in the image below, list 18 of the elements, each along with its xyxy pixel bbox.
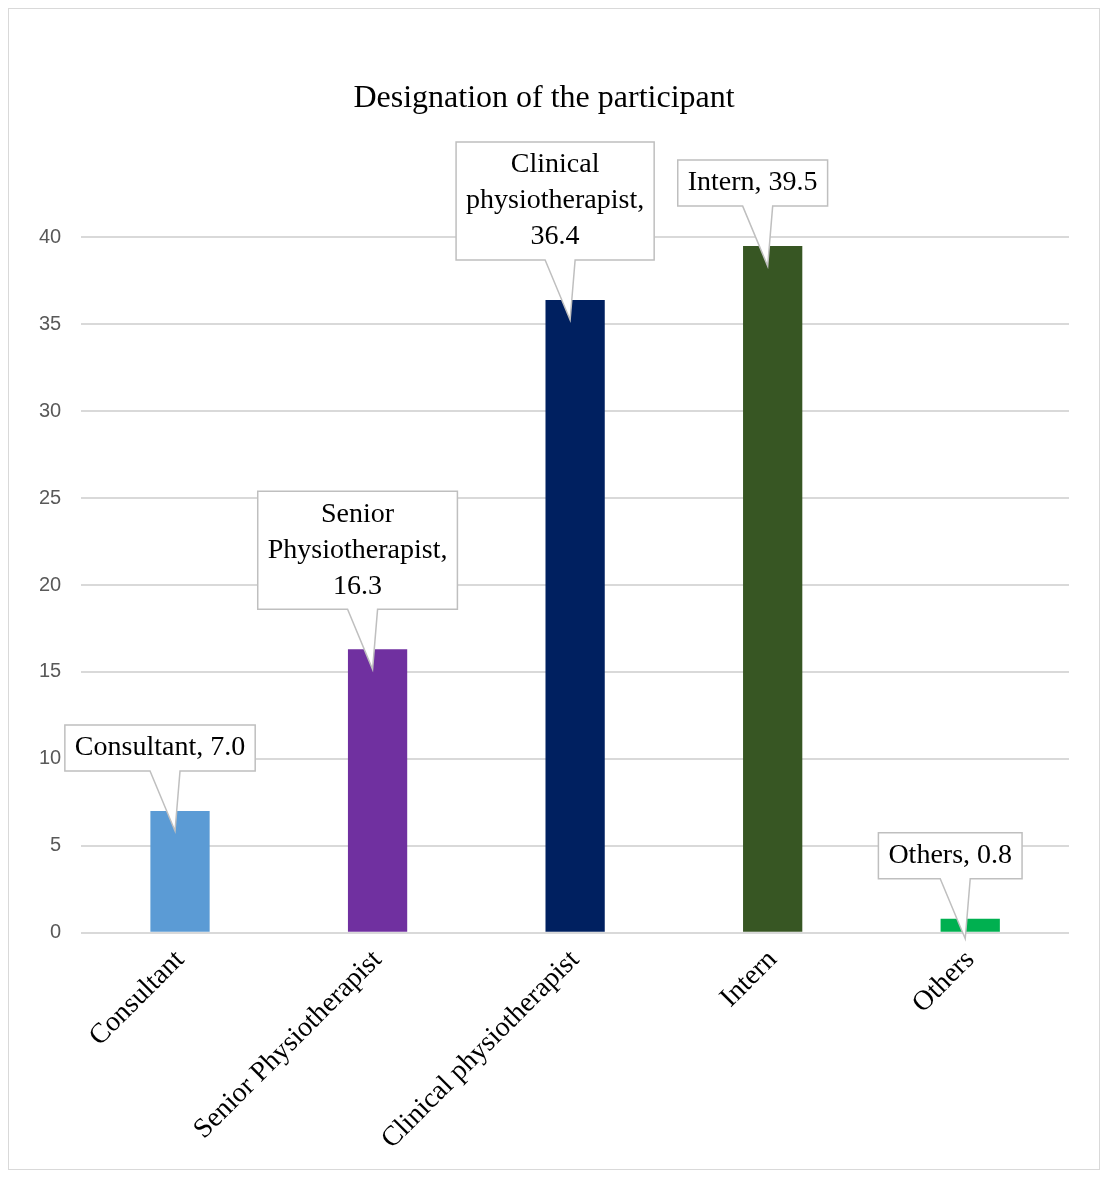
y-tick-label: 0 (50, 920, 62, 943)
y-tick-label: 15 (39, 659, 62, 682)
chart-title: Designation of the participant (353, 77, 735, 114)
y-tick-label: 40 (39, 224, 62, 247)
bar (545, 299, 605, 932)
y-tick-label: 25 (39, 485, 62, 508)
data-label: Clinical physiotherapist, 36.4 (466, 147, 645, 251)
bar (150, 810, 210, 932)
data-label: Intern, 39.5 (687, 165, 818, 197)
data-label: Others, 0.8 (888, 838, 1013, 870)
y-tick-label: 20 (39, 572, 62, 595)
bar (347, 649, 408, 932)
y-tick-label: 5 (50, 833, 62, 856)
data-label: Senior Physiotherapist, 16.3 (267, 496, 448, 600)
data-label: Consultant, 7.0 (74, 730, 246, 762)
y-tick-label: 30 (39, 398, 62, 421)
y-tick-label: 10 (39, 746, 62, 769)
y-tick-label: 35 (39, 311, 62, 334)
